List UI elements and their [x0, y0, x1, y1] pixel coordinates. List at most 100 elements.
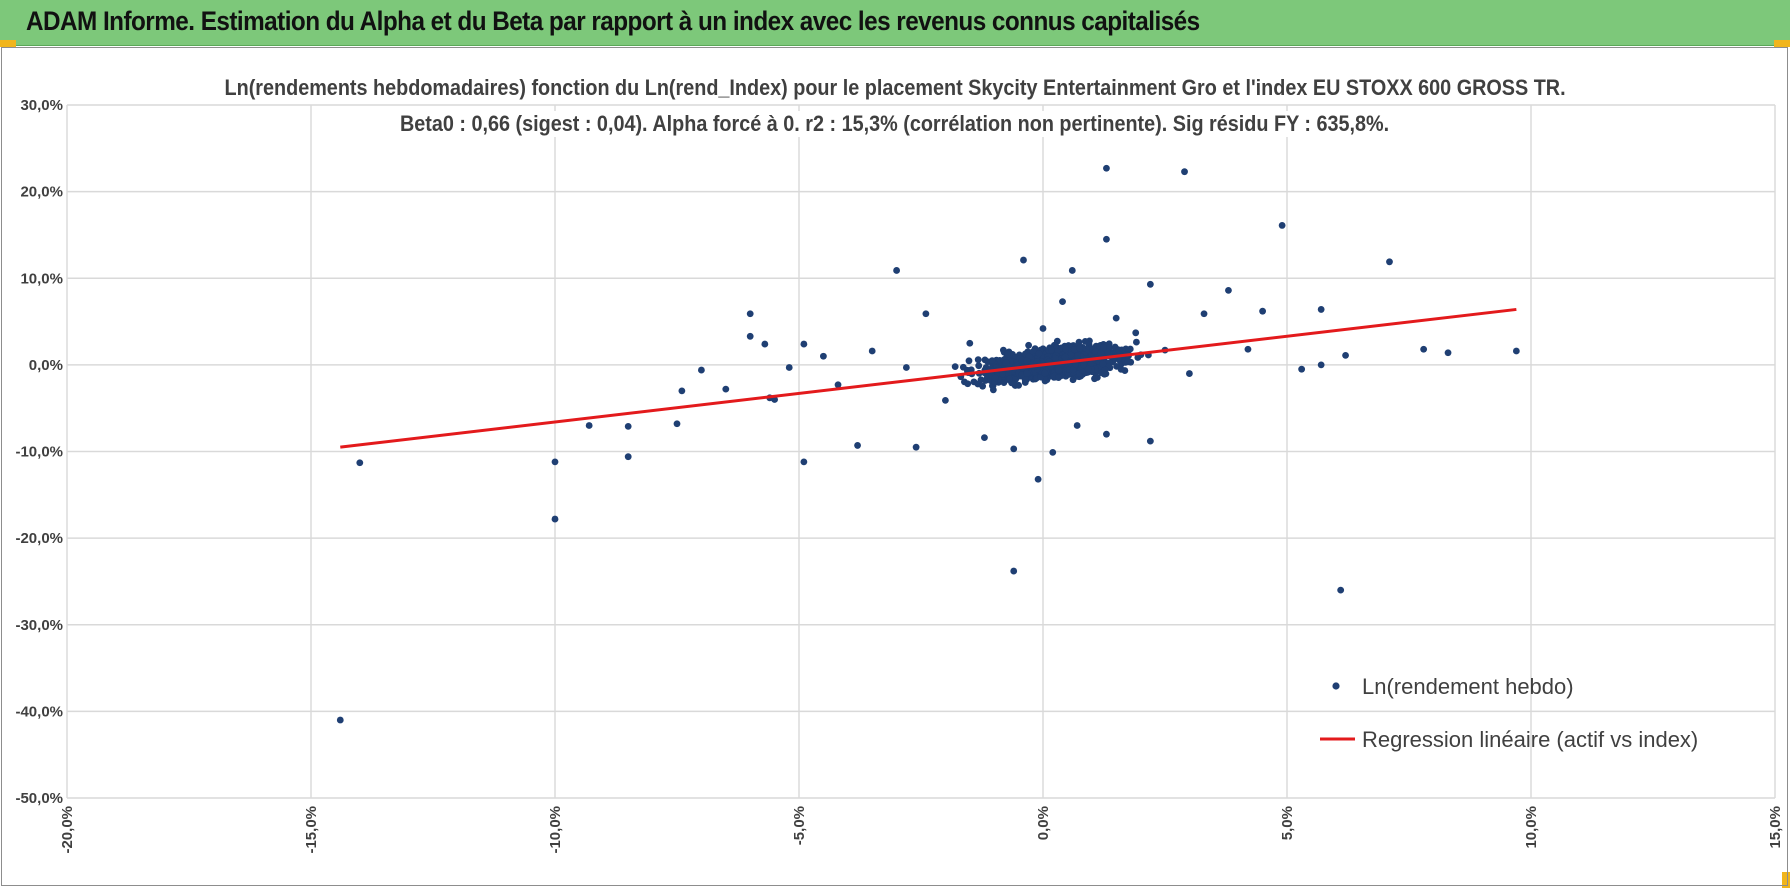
data-point: [1059, 298, 1066, 306]
corner-accent-left: [0, 40, 16, 47]
data-point: [356, 459, 364, 467]
data-point: [1259, 307, 1266, 315]
data-point: [1067, 351, 1075, 359]
data-point: [1084, 365, 1092, 373]
data-point: [820, 352, 827, 360]
data-point: [893, 267, 900, 274]
data-point: [551, 515, 559, 523]
data-point: [1048, 346, 1055, 354]
y-tick-label: 10,0%: [20, 270, 63, 287]
data-point: [1100, 370, 1108, 378]
data-point: [1076, 344, 1084, 352]
data-point: [979, 382, 987, 390]
data-point: [1117, 365, 1125, 373]
data-point: [942, 396, 949, 404]
x-tick-label: -5,0%: [791, 806, 808, 845]
regression-line: [340, 307, 1517, 449]
data-point: [624, 422, 632, 430]
data-point: [1103, 164, 1110, 172]
chart-subtitle-line: Beta0 : 0,66 (sigest : 0,04). Alpha forc…: [0, 111, 1790, 137]
data-point: [1022, 376, 1029, 384]
data-point: [1039, 325, 1047, 332]
data-point: [868, 347, 876, 355]
data-point: [551, 458, 559, 466]
data-point: [1073, 422, 1081, 429]
data-point: [1512, 347, 1520, 355]
data-point: [1023, 369, 1031, 377]
data-point: [1112, 314, 1120, 322]
data-point: [336, 716, 344, 724]
data-point: [902, 364, 910, 371]
data-point: [834, 381, 842, 389]
data-point: [1035, 350, 1043, 358]
chart-title-line: Ln(rendements hebdomadaires) fonction du…: [0, 75, 1790, 101]
data-point: [1103, 235, 1110, 243]
x-tick-label: 10,0%: [1523, 806, 1540, 849]
data-point: [1103, 430, 1110, 438]
data-point: [1124, 358, 1132, 366]
data-point: [746, 332, 754, 340]
data-point: [922, 310, 930, 318]
data-point: [951, 363, 959, 371]
data-point: [1010, 445, 1018, 453]
data-point: [1132, 329, 1140, 337]
data-point: [1278, 222, 1286, 229]
x-tick-label: 15,0%: [1767, 806, 1784, 849]
y-tick-label: -10,0%: [15, 444, 63, 461]
data-point: [800, 458, 808, 466]
data-point: [1074, 352, 1081, 360]
data-point: [1010, 380, 1018, 388]
data-point: [991, 374, 999, 382]
data-point: [1055, 374, 1062, 382]
data-point: [673, 420, 681, 428]
y-tick-label: 0,0%: [29, 357, 63, 374]
data-point: [585, 422, 593, 429]
x-tick-label: 5,0%: [1279, 806, 1296, 840]
data-point: [975, 362, 983, 370]
data-point: [1100, 344, 1107, 352]
chart-title: Ln(rendements hebdomadaires) fonction du…: [217, 75, 1573, 101]
data-point: [974, 356, 982, 364]
corner-accent-bottom-right: [1782, 872, 1790, 888]
data-point: [1146, 437, 1154, 445]
data-point: [1069, 366, 1077, 374]
data-point: [1070, 346, 1078, 353]
header-bar: ADAM Informe. Estimation du Alpha et du …: [0, 0, 1790, 46]
y-tick-label: 20,0%: [20, 184, 63, 201]
data-point: [761, 340, 769, 348]
data-point: [1091, 347, 1099, 355]
data-point: [722, 385, 730, 393]
data-point: [964, 366, 971, 374]
y-tick-label: -40,0%: [15, 703, 63, 720]
data-point: [1200, 310, 1208, 318]
x-tick-label: -15,0%: [303, 806, 320, 854]
data-point: [1020, 256, 1027, 264]
data-point: [678, 387, 686, 395]
data-point: [964, 380, 972, 388]
y-tick-label: -20,0%: [15, 530, 63, 547]
data-point: [1181, 168, 1188, 176]
x-tick-label: -20,0%: [59, 806, 76, 854]
data-point: [1146, 280, 1154, 288]
data-point: [1386, 258, 1393, 266]
data-point: [1091, 375, 1098, 383]
data-point: [1055, 366, 1063, 374]
legend-marker-scatter: [1332, 682, 1340, 690]
data-point: [1244, 345, 1252, 353]
data-point: [1062, 345, 1069, 353]
data-point: [988, 357, 996, 365]
y-tick-label: -50,0%: [15, 790, 63, 807]
data-point: [1115, 346, 1123, 354]
data-point: [1186, 370, 1193, 377]
data-point: [624, 453, 632, 461]
data-point: [1444, 349, 1452, 357]
data-point: [1317, 361, 1325, 369]
data-point: [1068, 267, 1076, 274]
data-point: [912, 443, 920, 451]
corner-accent-right: [1774, 40, 1790, 47]
data-point: [1033, 358, 1041, 366]
data-point: [1081, 337, 1089, 345]
data-point: [1420, 345, 1428, 353]
data-point: [1298, 365, 1306, 373]
